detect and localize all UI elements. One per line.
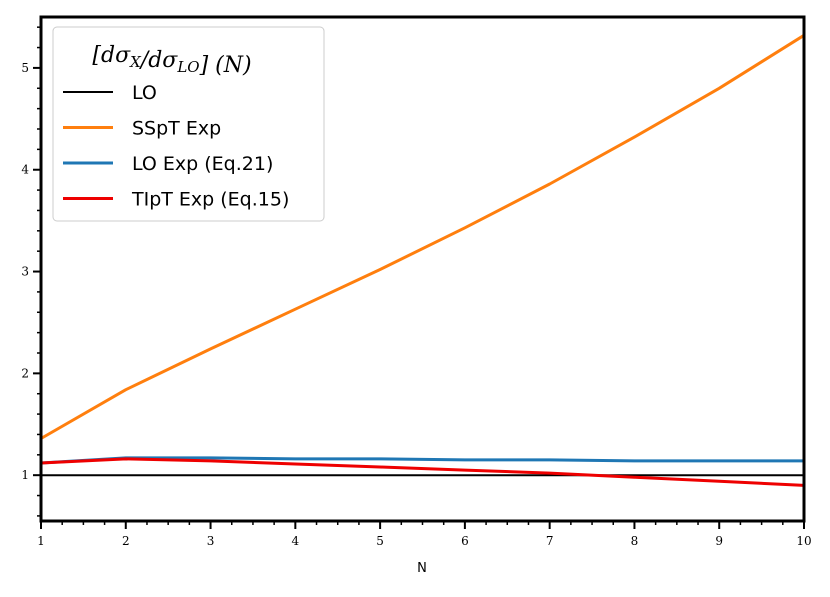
x-tick-label: 4 [292, 534, 300, 548]
x-axis-label: N [417, 561, 427, 576]
y-tick-label: 1 [21, 468, 29, 482]
x-tick-label: 9 [715, 534, 723, 548]
x-tick-label: 1 [37, 534, 45, 548]
x-tick-label: 3 [207, 534, 215, 548]
y-tick-label: 4 [21, 163, 29, 177]
y-tick-label: 5 [21, 61, 29, 75]
y-tick-label: 3 [21, 265, 29, 279]
legend-title: [dσX/dσLO] (N) [92, 43, 251, 78]
x-tick-label: 7 [546, 534, 554, 548]
axes: 1 2 3 4 5 6 7 8 9 10 1 2 3 4 5 [21, 15, 812, 548]
legend-box [52, 26, 325, 222]
x-tick-label: 6 [461, 534, 469, 548]
legend-label: SSpT Exp [132, 118, 221, 140]
series-line-3 [40, 457, 805, 487]
x-tick-label: 5 [376, 534, 384, 548]
legend: [dσX/dσLO] (N) LO SSpT Exp LO Exp (Eq.21) T… [52, 26, 325, 222]
legend-label: TIpT Exp (Eq.15) [131, 189, 289, 211]
series-line-2 [40, 456, 804, 465]
x-tick-label: 2 [122, 534, 130, 548]
plot-area [40, 34, 805, 487]
series-line-1 [40, 34, 805, 440]
y-tick-label: 2 [21, 366, 29, 380]
x-tick-label: 8 [631, 534, 639, 548]
legend-label: LO Exp (Eq.21) [132, 153, 273, 175]
x-tick-label: 10 [796, 534, 811, 548]
legend-label: LO [132, 82, 157, 104]
